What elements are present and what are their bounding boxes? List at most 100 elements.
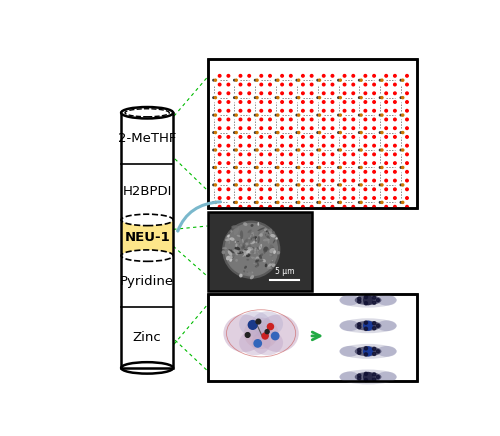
Circle shape (248, 179, 250, 182)
Circle shape (310, 153, 313, 156)
Circle shape (290, 127, 292, 129)
Circle shape (373, 109, 376, 112)
Circle shape (331, 83, 334, 86)
Ellipse shape (237, 251, 244, 254)
Ellipse shape (252, 236, 254, 241)
Circle shape (358, 300, 361, 303)
Circle shape (406, 75, 408, 77)
Circle shape (227, 118, 230, 121)
Circle shape (380, 132, 381, 133)
Circle shape (322, 83, 325, 86)
Circle shape (322, 144, 325, 147)
Ellipse shape (230, 237, 234, 241)
Circle shape (406, 83, 408, 86)
Circle shape (296, 132, 298, 133)
Circle shape (213, 114, 214, 116)
Ellipse shape (235, 240, 236, 243)
Circle shape (213, 167, 214, 168)
Circle shape (235, 79, 238, 81)
Circle shape (373, 83, 376, 86)
Circle shape (234, 79, 235, 81)
Ellipse shape (268, 262, 273, 267)
Circle shape (344, 197, 346, 199)
Circle shape (322, 118, 325, 121)
Circle shape (385, 162, 388, 164)
Circle shape (254, 114, 256, 116)
Circle shape (394, 83, 396, 86)
Circle shape (372, 352, 376, 355)
Circle shape (296, 79, 298, 81)
Circle shape (322, 205, 325, 208)
Circle shape (227, 75, 230, 77)
Circle shape (352, 170, 354, 173)
Circle shape (331, 127, 334, 129)
Circle shape (340, 79, 342, 81)
Circle shape (254, 184, 256, 186)
Circle shape (260, 136, 262, 138)
Ellipse shape (270, 230, 272, 232)
Circle shape (296, 114, 298, 116)
Circle shape (360, 167, 362, 168)
Circle shape (344, 118, 346, 121)
Ellipse shape (340, 318, 396, 333)
Ellipse shape (242, 239, 244, 243)
Ellipse shape (246, 245, 251, 250)
Circle shape (373, 179, 376, 182)
Circle shape (213, 201, 214, 203)
Circle shape (214, 97, 216, 99)
Ellipse shape (251, 236, 257, 242)
Circle shape (218, 197, 221, 199)
Ellipse shape (246, 253, 250, 257)
Ellipse shape (270, 248, 275, 253)
Circle shape (281, 136, 283, 138)
Circle shape (248, 109, 250, 112)
Circle shape (290, 109, 292, 112)
Circle shape (373, 205, 376, 208)
Circle shape (352, 188, 354, 191)
Text: NEU-1: NEU-1 (124, 231, 170, 244)
Ellipse shape (258, 227, 265, 231)
Circle shape (256, 114, 258, 116)
Circle shape (358, 374, 361, 377)
Circle shape (338, 167, 339, 168)
Ellipse shape (230, 257, 232, 259)
Ellipse shape (252, 242, 256, 243)
Circle shape (352, 179, 354, 182)
Circle shape (290, 136, 292, 138)
Circle shape (234, 184, 235, 186)
Circle shape (276, 132, 277, 133)
Circle shape (340, 132, 342, 133)
Ellipse shape (264, 246, 268, 252)
Circle shape (385, 170, 388, 173)
Ellipse shape (256, 238, 258, 243)
Circle shape (225, 224, 278, 276)
Circle shape (376, 375, 380, 378)
Circle shape (296, 149, 298, 151)
Circle shape (268, 144, 272, 147)
Circle shape (248, 188, 250, 191)
Circle shape (364, 327, 368, 330)
Circle shape (290, 118, 292, 121)
Ellipse shape (272, 260, 273, 262)
Circle shape (248, 83, 250, 86)
Circle shape (290, 101, 292, 103)
Circle shape (352, 101, 354, 103)
Bar (208, 212, 312, 291)
Ellipse shape (246, 237, 248, 241)
Circle shape (373, 144, 376, 147)
Ellipse shape (244, 249, 248, 250)
Ellipse shape (246, 250, 250, 252)
Circle shape (256, 201, 258, 204)
Ellipse shape (267, 247, 269, 251)
Ellipse shape (250, 224, 254, 227)
Ellipse shape (244, 265, 246, 269)
Ellipse shape (269, 254, 272, 256)
Ellipse shape (262, 259, 266, 262)
Ellipse shape (235, 259, 238, 262)
Circle shape (248, 127, 250, 129)
Circle shape (380, 167, 381, 168)
Circle shape (248, 320, 257, 329)
Circle shape (372, 301, 376, 304)
Circle shape (227, 83, 230, 86)
Circle shape (331, 109, 334, 112)
